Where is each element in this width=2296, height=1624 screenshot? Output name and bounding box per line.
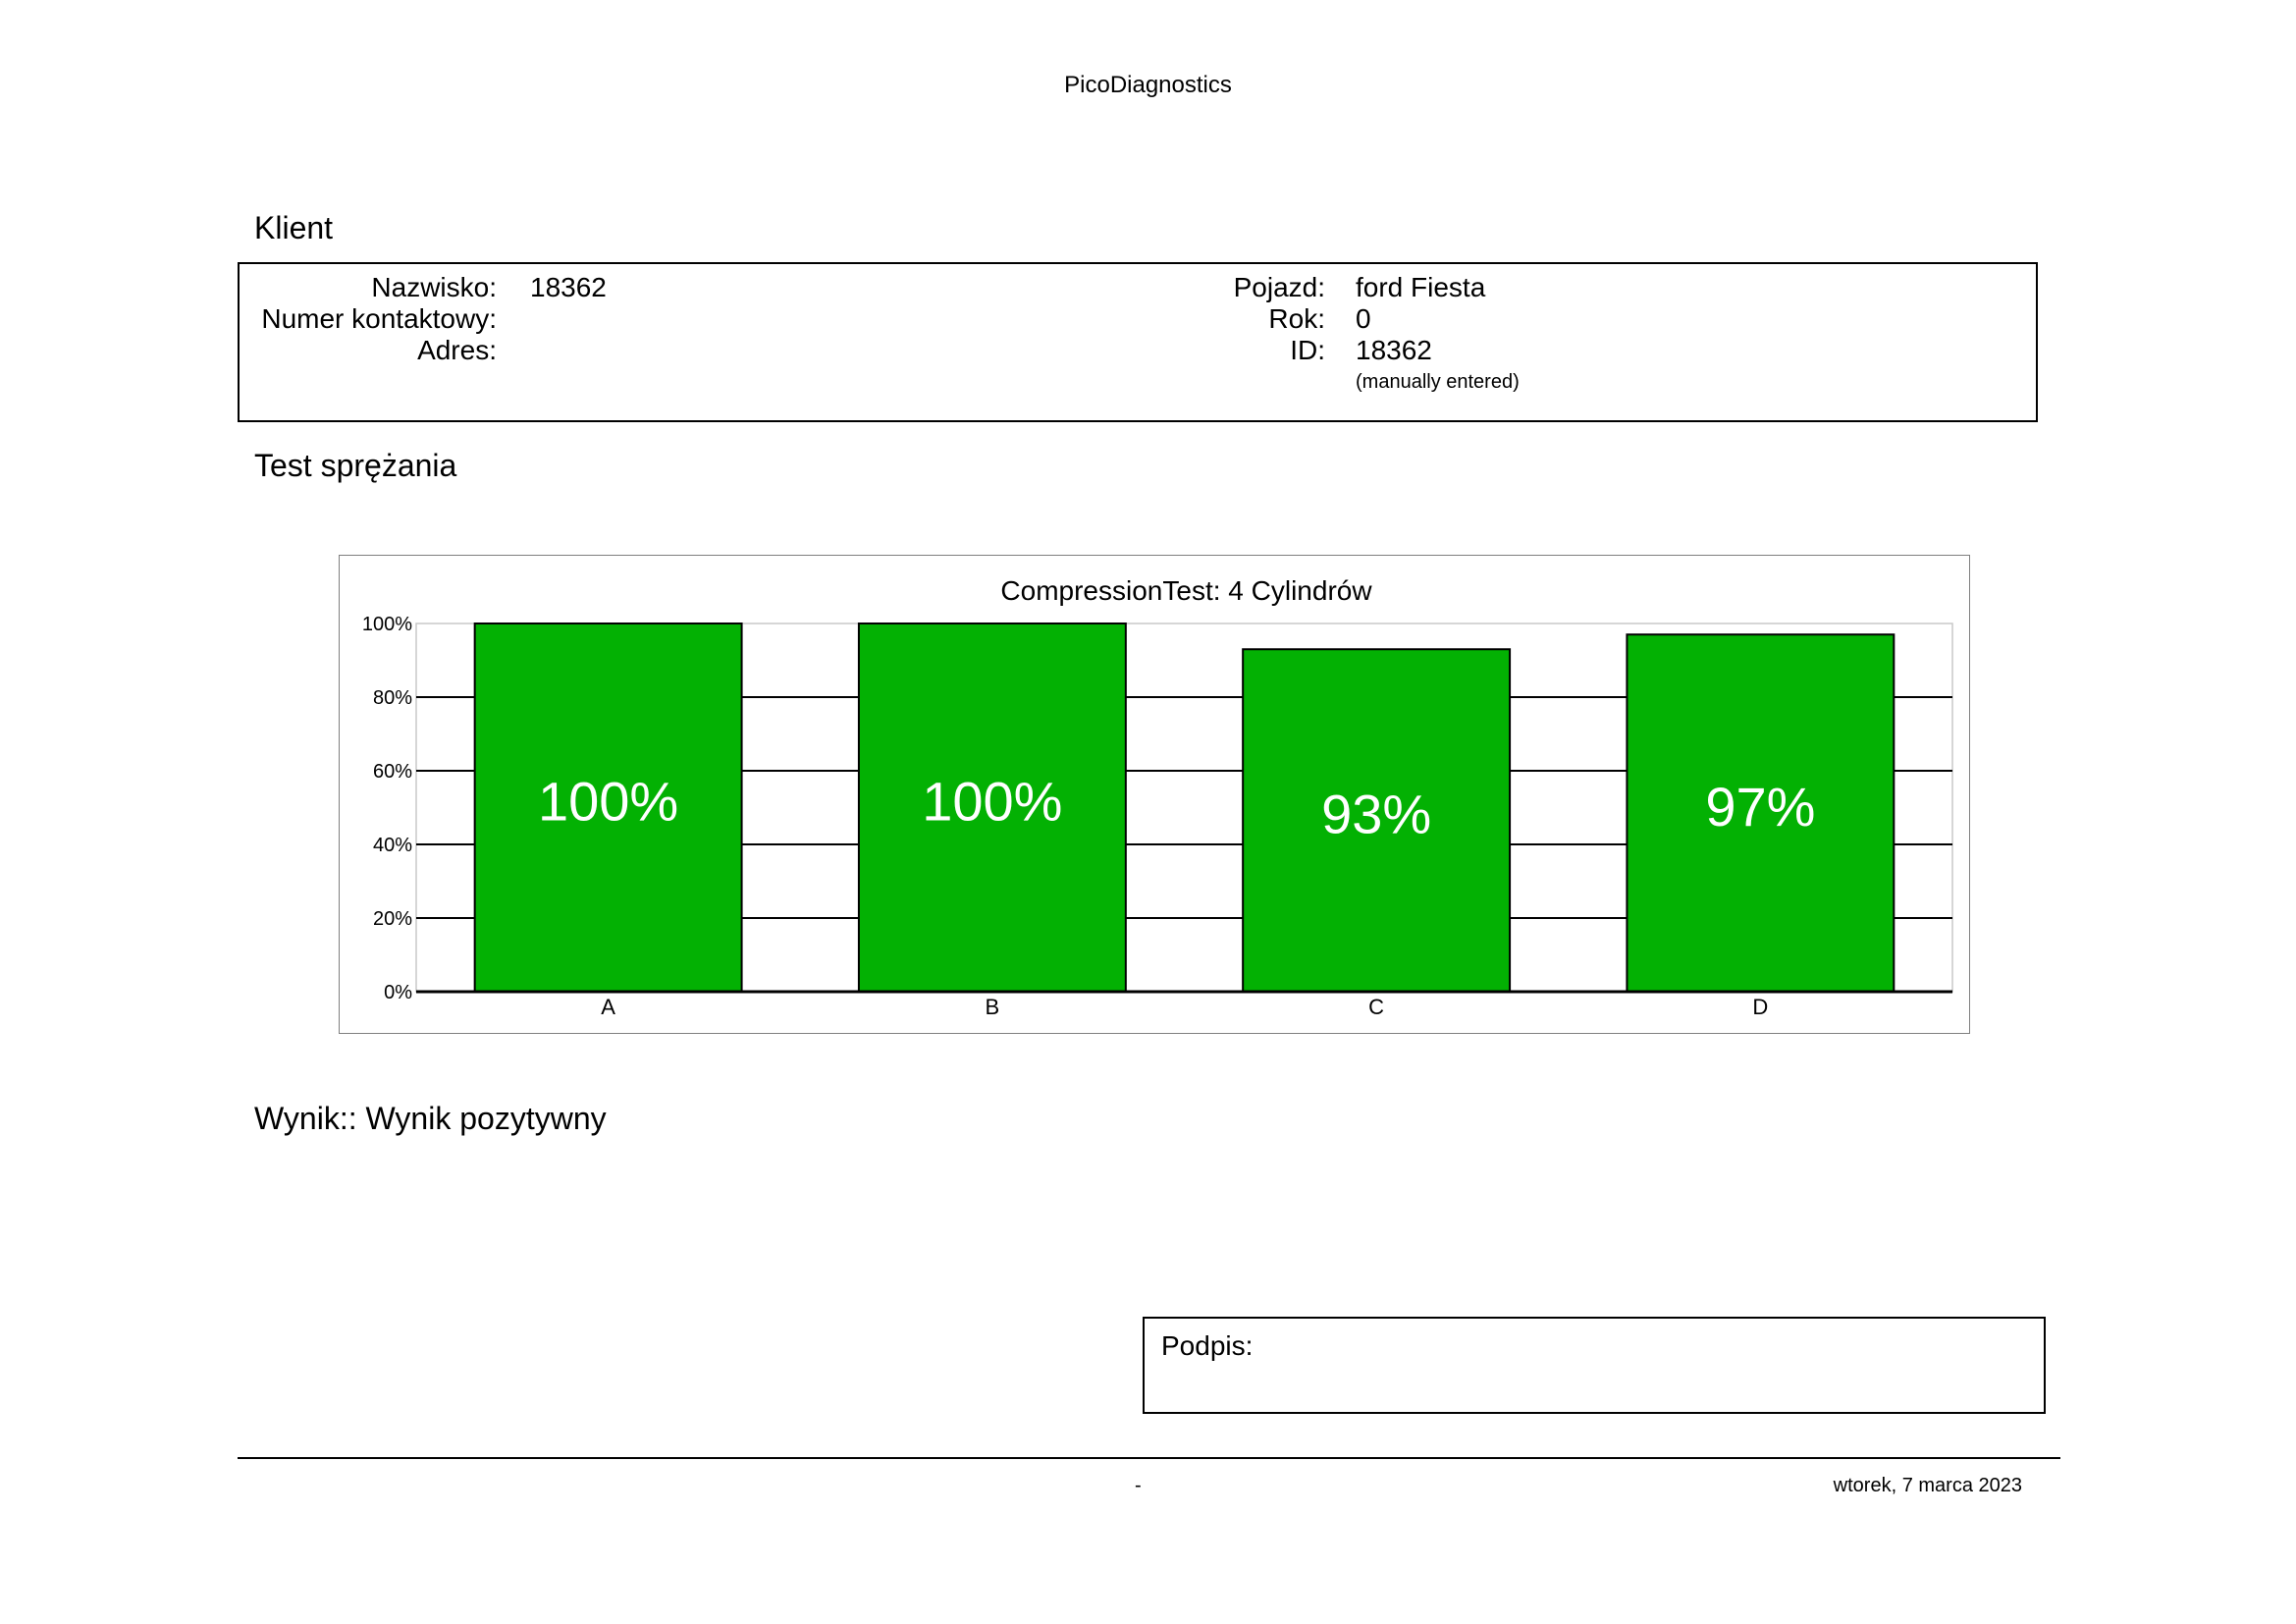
- footer-divider: [238, 1457, 2060, 1459]
- year-value: 0: [1356, 303, 1371, 334]
- id-entry-note: (manually entered): [1356, 371, 1520, 393]
- x-tick-label: C: [1368, 995, 1384, 1019]
- y-tick-label: 60%: [373, 761, 412, 783]
- client-info-box: [238, 262, 2038, 422]
- surname-value: 18362: [530, 272, 607, 302]
- report-header-title: PicoDiagnostics: [1064, 72, 1232, 98]
- id-value: 18362: [1356, 335, 1432, 365]
- vehicle-value: ford Fiesta: [1356, 272, 1486, 302]
- surname-label: Nazwisko:: [371, 272, 497, 302]
- vehicle-label: Pojazd:: [1233, 272, 1325, 302]
- x-tick-label: B: [986, 995, 1000, 1019]
- y-tick-label: 80%: [373, 687, 412, 709]
- id-label: ID:: [1290, 335, 1325, 365]
- x-tick-label: A: [601, 995, 615, 1019]
- chart-title: CompressionTest: 4 Cylindrów: [1000, 575, 1372, 606]
- test-heading: Test sprężania: [254, 448, 457, 483]
- client-heading: Klient: [254, 210, 334, 245]
- y-tick-label: 100%: [362, 614, 412, 635]
- bar-C: [1242, 648, 1512, 993]
- footer-date: wtorek, 7 marca 2023: [1833, 1475, 2022, 1496]
- contact-number-label: Numer kontaktowy:: [261, 303, 497, 334]
- compression-chart-frame: CompressionTest: 4 Cylindrów 0% 20% 40% 60% 8…: [339, 555, 1970, 1034]
- bar-B: [857, 623, 1127, 993]
- bar-data-label: 100%: [538, 771, 678, 833]
- bar-data-label: 100%: [922, 771, 1062, 833]
- bar-D: [1626, 633, 1896, 993]
- y-tick-label: 0%: [384, 982, 412, 1003]
- signature-box: Podpis:: [1143, 1317, 2046, 1414]
- y-tick-label: 40%: [373, 835, 412, 856]
- y-tick-label: 20%: [373, 908, 412, 930]
- result-text: Wynik:: Wynik pozytywny: [254, 1101, 607, 1136]
- bar-data-label: 97%: [1705, 776, 1815, 838]
- x-tick-label: D: [1752, 995, 1768, 1019]
- year-label: Rok:: [1268, 303, 1325, 334]
- bar-data-label: 93%: [1321, 784, 1431, 845]
- signature-label: Podpis:: [1161, 1330, 1254, 1361]
- address-label: Adres:: [417, 335, 497, 365]
- footer-center-text: -: [1135, 1475, 1142, 1496]
- compression-chart: CompressionTest: 4 Cylindrów 0% 20% 40% 60% 8…: [362, 575, 1953, 1019]
